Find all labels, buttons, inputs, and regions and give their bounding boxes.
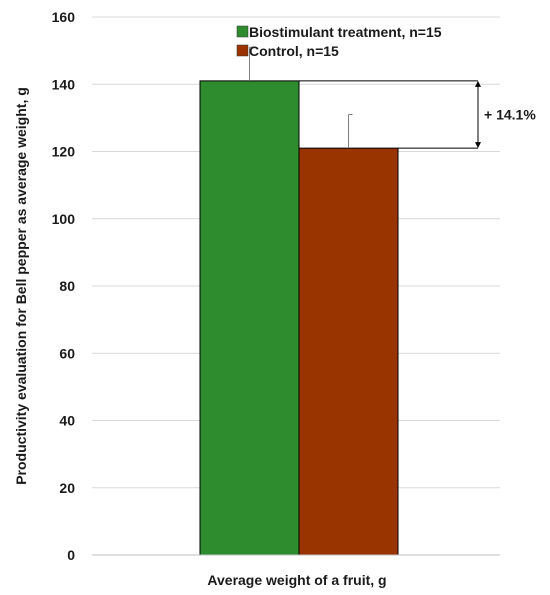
bar-control [298,147,399,556]
legend-swatch-treatment [236,25,249,38]
y-tick-label-40: 40 [59,413,75,429]
x-axis-title: Average weight of a fruit, g [207,572,386,588]
y-tick-label-20: 20 [59,480,75,496]
bracket-arrow-down [475,142,481,149]
legend-swatch-control [236,44,249,57]
legend: Biostimulant treatment, n=15 Control, n=… [236,24,442,59]
y-tick-label-80: 80 [59,278,75,294]
legend-label-treatment: Biostimulant treatment, n=15 [249,24,442,40]
bar-treatment [199,80,300,556]
bars [199,80,399,556]
y-tick-labels: 0 20 40 60 80 100 120 140 160 [52,9,76,563]
y-tick-label-120: 120 [52,144,76,160]
y-tick-label-140: 140 [52,76,76,92]
legend-label-control: Control, n=15 [249,43,339,59]
y-tick-label-60: 60 [59,345,75,361]
error-bars [249,46,353,149]
y-tick-label-100: 100 [52,211,76,227]
bracket-arrow-up [475,80,481,87]
y-axis-title: Productivity evaluation for Bell pepper … [13,87,29,485]
y-tick-label-160: 160 [52,9,76,25]
difference-bracket: + 14.1% [299,80,536,149]
y-tick-label-0: 0 [67,547,75,563]
difference-annotation: + 14.1% [484,107,536,123]
